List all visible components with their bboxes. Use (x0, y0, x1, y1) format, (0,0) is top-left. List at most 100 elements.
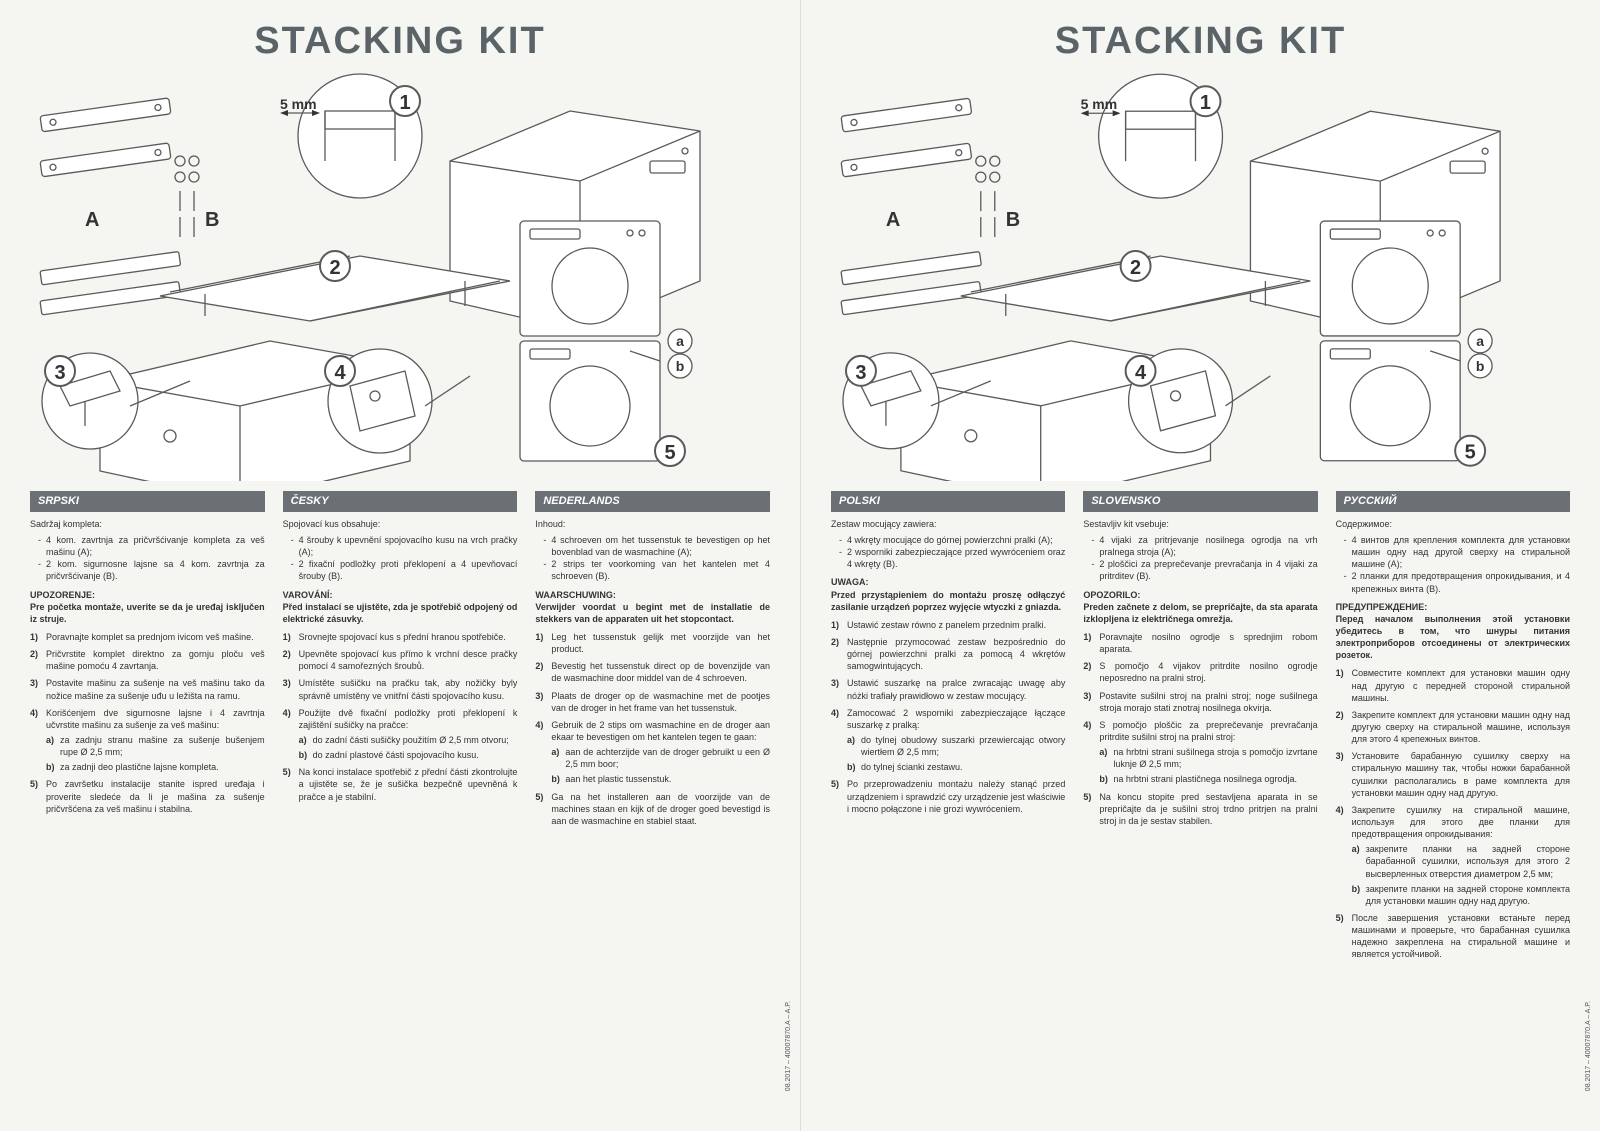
contents-item: 2 fixační podložky proti překlopení a 4 … (291, 558, 518, 582)
svg-text:5 mm: 5 mm (280, 96, 317, 112)
svg-text:a: a (676, 333, 684, 349)
substep-item: закрепите планки на задней стороне бараб… (1352, 843, 1570, 879)
svg-text:2: 2 (1130, 257, 1141, 279)
warning-text: Preden začnete z delom, se prepričajte, … (1083, 601, 1317, 625)
svg-text:5: 5 (1465, 442, 1476, 464)
step-item: Zamocować 2 wsporniki zabezpieczające łą… (831, 707, 1065, 774)
contents-list: 4 kom. zavrtnja za pričvršćivanje komple… (30, 534, 265, 583)
language-column: ČESKYSpojovací kus obsahuje:4 šrouby k u… (283, 491, 518, 832)
step-item: Upevněte spojovací kus přímo k vrchní de… (283, 648, 518, 672)
intro-text: Inhoud: (535, 518, 770, 530)
substep-item: na hrbtni strani plastičnega nosilnega o… (1099, 773, 1317, 785)
step-item: Установите барабанную сушилку сверху на … (1336, 750, 1570, 799)
svg-text:A: A (886, 209, 900, 231)
contents-item: 2 wsporniki zabezpieczające przed wywróc… (839, 546, 1065, 570)
steps-list: Ustawić zestaw równo z panelem przednim … (831, 619, 1065, 815)
svg-text:4: 4 (1135, 362, 1146, 384)
step-item: Gebruik de 2 stips om wasmachine en de d… (535, 719, 770, 786)
language-header: SLOVENSKO (1083, 491, 1317, 512)
warning-text: Перед началом выполнения этой установки … (1336, 613, 1570, 662)
warning-label: UWAGA: (831, 576, 1065, 588)
text-columns: POLSKI Zestaw mocujący zawiera: 4 wkręty m… (831, 491, 1570, 965)
substeps-list: закрепите планки на задней стороне бараб… (1352, 843, 1570, 907)
contents-item: 4 vijaki za pritrjevanje nosilnega ogrod… (1091, 534, 1317, 558)
warning-text: Przed przystąpieniem do montażu proszę o… (831, 589, 1065, 613)
step-item: Совместите комплект для установки машин … (1336, 667, 1570, 703)
step-item: Закрепите комплект для установки машин о… (1336, 709, 1570, 745)
step-item: Na koncu stopite pred sestavljena aparat… (1083, 791, 1317, 827)
warning-label: OPOZORILO: (1083, 589, 1317, 601)
warning-label: UPOZORENJE: (30, 589, 265, 601)
substep-item: do zadní části sušičky použitím Ø 2,5 mm… (299, 734, 518, 746)
contents-item: 4 винтов для крепления комплекта для уст… (1344, 534, 1570, 570)
language-header: SRPSKI (30, 491, 265, 512)
contents-list: 4 винтов для крепления комплекта для уст… (1336, 534, 1570, 595)
step-item: Umístěte sušičku na pračku tak, aby noži… (283, 677, 518, 701)
substep-item: aan de achterzijde van de droger gebruik… (551, 746, 770, 770)
contents-item: 4 šrouby k upevnění spojovacího kusu na … (291, 534, 518, 558)
intro-text: Zestaw mocujący zawiera: (831, 518, 1065, 530)
right-page: STACKING KIT A B (800, 0, 1600, 1131)
warning-label: ПРЕДУПРЕЖДЕНИЕ: (1336, 601, 1570, 613)
step-item: Poravnajte komplet sa prednjom ivicom ve… (30, 631, 265, 643)
step-item: S pomočjo ploščic za preprečevanje prevr… (1083, 719, 1317, 786)
step-item: Na konci instalace spotřebič z přední čá… (283, 766, 518, 802)
language-header: РУССКИЙ (1336, 491, 1570, 512)
contents-list: 4 schroeven om het tussenstuk te bevesti… (535, 534, 770, 583)
step-item: Leg het tussenstuk gelijk met voorzijde … (535, 631, 770, 655)
step-item: Ustawić suszarkę na pralce zwracając uwa… (831, 677, 1065, 701)
step-item: Po przeprowadzeniu montażu należy stanąć… (831, 778, 1065, 814)
step-item: Ustawić zestaw równo z panelem przednim … (831, 619, 1065, 631)
steps-list: Poravnajte nosilno ogrodje s sprednjim r… (1083, 631, 1317, 827)
svg-text:3: 3 (855, 362, 866, 384)
step-item: Bevestig het tussenstuk direct op de bov… (535, 660, 770, 684)
substep-item: na hrbtni strani sušilnega stroja s pomo… (1099, 746, 1317, 770)
contents-item: 2 kom. sigurnosne lajsne sa 4 kom. zavrt… (38, 558, 265, 582)
svg-text:5: 5 (664, 442, 675, 464)
step-item: Postavite sušilni stroj na pralni stroj;… (1083, 690, 1317, 714)
warning-text: Verwijder voordat u begint met de instal… (535, 601, 770, 625)
substep-item: do tylnej obudowy suszarki przewiercając… (847, 734, 1065, 758)
contents-item: 4 kom. zavrtnja za pričvršćivanje komple… (38, 534, 265, 558)
substep-item: za zadnju stranu mašine za sušenje bušen… (46, 734, 265, 758)
steps-list: Leg het tussenstuk gelijk met voorzijde … (535, 631, 770, 827)
step-item: Pričvrstite komplet direktno za gornju p… (30, 648, 265, 672)
substep-item: aan het plastic tussenstuk. (551, 773, 770, 785)
substeps-list: za zadnju stranu mašine za sušenje bušen… (46, 734, 265, 773)
substeps-list: aan de achterzijde van de droger gebruik… (551, 746, 770, 785)
step-item: После завершения установки встаньте пере… (1336, 912, 1570, 961)
svg-text:B: B (1006, 209, 1020, 231)
svg-text:3: 3 (54, 362, 65, 384)
language-column: SLOVENSKO Sestavljiv kit vsebuje: 4 vijaki… (1083, 491, 1317, 965)
substeps-list: do tylnej obudowy suszarki przewiercając… (847, 734, 1065, 773)
intro-text: Sestavljiv kit vsebuje: (1083, 518, 1317, 530)
substep-item: do zadní plastové části spojovacího kusu… (299, 749, 518, 761)
language-header: POLSKI (831, 491, 1065, 512)
step-item: S pomočjo 4 vijakov pritrdite nosilno og… (1083, 660, 1317, 684)
language-header: ČESKY (283, 491, 518, 512)
svg-text:b: b (1476, 358, 1485, 374)
footer-code: 08.2017 – 40007870.A – A.P. (785, 1001, 792, 1091)
contents-item: 4 wkręty mocujące do górnej powierzchni … (839, 534, 1065, 546)
svg-text:B: B (205, 209, 219, 231)
assembly-diagram: A B 5 mm (831, 71, 1570, 481)
assembly-diagram: A B 5 mm (30, 71, 770, 481)
language-column: POLSKI Zestaw mocujący zawiera: 4 wkręty m… (831, 491, 1065, 965)
svg-text:A: A (85, 209, 99, 231)
page-title: STACKING KIT (30, 20, 770, 63)
substep-item: do tylnej ścianki zestawu. (847, 761, 1065, 773)
footer-code: 08.2017 – 40007870.A – A.P. (1585, 1001, 1592, 1091)
steps-list: Poravnajte komplet sa prednjom ivicom ve… (30, 631, 265, 815)
text-columns: SRPSKI Sadržaj kompleta: 4 kom. zavrtnja z… (30, 491, 770, 832)
substeps-list: na hrbtni strani sušilnega stroja s pomo… (1099, 746, 1317, 785)
step-item: Poravnajte nosilno ogrodje s sprednjim r… (1083, 631, 1317, 655)
contents-item: 2 планки для предотвращения опрокидывани… (1344, 570, 1570, 594)
steps-list: Srovnejte spojovací kus s přední hranou … (283, 631, 518, 803)
contents-item: 2 ploščici za preprečevanje prevračanja … (1091, 558, 1317, 582)
step-item: Postavite mašinu za sušenje na veš mašin… (30, 677, 265, 701)
warning-text: Pre početka montaže, uverite se da je ur… (30, 601, 265, 625)
contents-item: 2 strips ter voorkoming van het kantelen… (543, 558, 770, 582)
intro-text: Sadržaj kompleta: (30, 518, 265, 530)
contents-list: 4 šrouby k upevnění spojovacího kusu na … (283, 534, 518, 583)
contents-item: 4 schroeven om het tussenstuk te bevesti… (543, 534, 770, 558)
